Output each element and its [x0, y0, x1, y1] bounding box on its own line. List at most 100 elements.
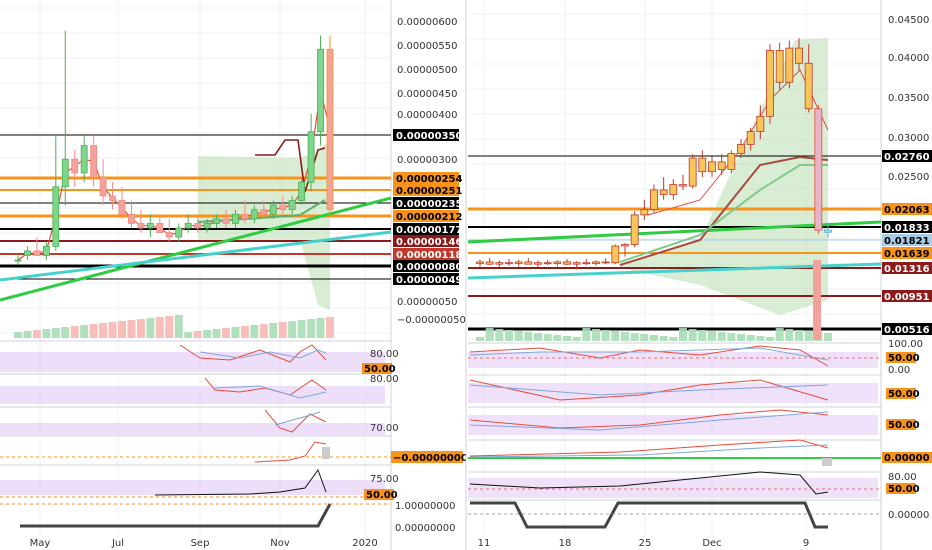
- indicator-label: 50.00: [888, 420, 920, 431]
- candle-body: [326, 48, 334, 211]
- volume-bar: [14, 332, 22, 338]
- candle-body: [279, 204, 287, 211]
- volume-bar: [108, 322, 117, 338]
- volume-bar: [553, 335, 562, 341]
- ma-dark: [619, 155, 829, 266]
- rsi-band: [0, 352, 385, 372]
- candle-body: [824, 229, 832, 233]
- level-label-box: [391, 451, 463, 463]
- candle-body: [766, 49, 774, 117]
- green-trendline: [467, 220, 882, 244]
- level-label-text: 0.00000049: [396, 275, 462, 286]
- volume-bar: [698, 330, 707, 341]
- level-label-box: [882, 221, 932, 233]
- candle-body: [99, 177, 107, 197]
- level-label-box: [882, 323, 932, 335]
- volume-bar: [543, 334, 552, 341]
- stoch-line-blue: [214, 385, 327, 399]
- candle-body: [601, 261, 610, 264]
- macd-signal: [469, 444, 829, 458]
- volume-spike: [813, 260, 821, 340]
- rsi-band: [468, 415, 878, 435]
- level-label-text: 0.00000254: [396, 174, 462, 185]
- candle-body: [269, 204, 277, 215]
- indicator-label: 80.00: [888, 472, 917, 483]
- y-tick-label: 0.04500: [888, 15, 929, 26]
- rsi-band: [468, 352, 878, 368]
- y-tick-label: 0.00000400: [397, 110, 457, 121]
- volume-bar: [23, 331, 32, 338]
- volume-bar: [824, 333, 832, 341]
- y-tick-label: 0.00000550: [397, 41, 457, 52]
- volume-bar: [155, 317, 164, 338]
- rsi-band: [0, 423, 385, 435]
- volume-bar: [174, 315, 183, 338]
- indicator-label: 0.00000: [888, 510, 929, 521]
- level-label-box: [886, 388, 916, 399]
- candle-body: [582, 262, 591, 265]
- volume-bar: [51, 328, 60, 338]
- volume-bar: [717, 332, 726, 341]
- indicator-label: 0.00000: [884, 453, 930, 464]
- level-label-box: [882, 203, 932, 215]
- candle-body: [137, 223, 145, 229]
- volume-bar: [708, 331, 716, 341]
- volume-bar: [269, 323, 278, 338]
- volume-bar: [611, 331, 620, 341]
- volume-bar: [32, 330, 41, 338]
- volume-bar: [61, 327, 70, 338]
- x-tick-label: Nov: [270, 538, 290, 549]
- candle-body: [156, 223, 164, 233]
- level-label-box: [393, 197, 459, 209]
- level-label-box: [886, 352, 916, 363]
- candle-body: [505, 262, 513, 265]
- volume-bar: [259, 324, 268, 338]
- volume-bar: [485, 328, 494, 341]
- volume-bar: [524, 332, 533, 341]
- volume-bar: [804, 331, 813, 341]
- candle-body: [592, 261, 600, 264]
- x-tick-label: Jul: [111, 538, 124, 549]
- level-label-text: 0.00951: [884, 292, 930, 303]
- volume-bar: [795, 330, 803, 341]
- level-label-text: 0.00000350: [396, 131, 462, 142]
- candle-body: [184, 223, 192, 229]
- level-label-text: 0.00000118: [396, 250, 462, 261]
- level-label-text: 0.01833: [884, 223, 930, 234]
- volume-bar: [640, 334, 649, 341]
- level-label-box: [882, 290, 932, 302]
- candle-body: [785, 47, 794, 83]
- volume-bar: [601, 330, 610, 341]
- x-tick-label: Dec: [702, 538, 721, 549]
- volume-bar: [572, 337, 581, 341]
- indicator-label: 100.00: [888, 339, 923, 350]
- level-label-box: [364, 489, 394, 500]
- candle-body: [534, 262, 542, 265]
- volume-bar: [737, 334, 745, 341]
- band-cloud: [620, 38, 828, 315]
- level-label-box: [393, 273, 459, 285]
- volume-bar: [505, 330, 513, 341]
- candle-body: [194, 223, 202, 229]
- level-label-box: [393, 235, 459, 247]
- y-tick-label: 0.03000: [888, 133, 929, 144]
- volume-bar: [669, 337, 678, 341]
- candle-body: [708, 161, 716, 173]
- level-label-text: 0.01316: [884, 264, 930, 275]
- volume-bar: [184, 332, 193, 338]
- candle-body: [222, 218, 230, 224]
- candle-body: [71, 158, 79, 174]
- level-label-box: [882, 262, 932, 274]
- x-tick-label: 18: [559, 538, 572, 549]
- volume-bar: [193, 331, 202, 338]
- level-label-box: [882, 234, 932, 246]
- mom-line-blue: [274, 411, 321, 426]
- ma-green: [619, 164, 828, 263]
- candle-body: [52, 186, 60, 247]
- indicator-label: 80.00: [370, 349, 399, 360]
- candle-body: [203, 223, 211, 229]
- y-tick-label: 0.00000600: [397, 17, 457, 28]
- candle-body: [288, 200, 296, 211]
- rsi-line-blue: [469, 347, 829, 361]
- candle-body: [90, 145, 98, 178]
